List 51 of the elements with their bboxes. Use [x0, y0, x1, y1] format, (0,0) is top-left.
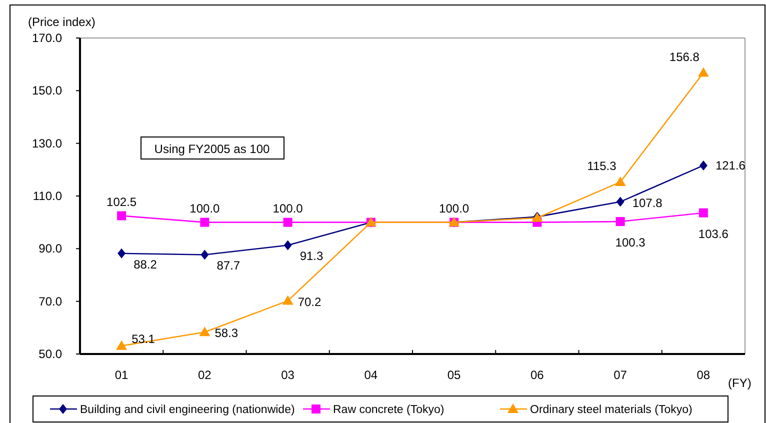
data-label: 100.3: [615, 236, 646, 250]
y-tick-label: 130.0: [32, 136, 62, 150]
point: [699, 160, 708, 170]
data-label: 121.6: [715, 158, 746, 172]
data-label: 87.7: [216, 258, 240, 273]
y-tick-label: 70.0: [38, 294, 62, 308]
point: [616, 196, 624, 207]
data-label: 91.3: [300, 249, 324, 264]
x-tick-label: 03: [281, 368, 295, 382]
point: [616, 217, 625, 226]
data-label: 100.0: [190, 201, 220, 216]
x-tick-label: 07: [614, 368, 628, 382]
point: [614, 176, 626, 186]
x-axis-title: (FY): [728, 376, 752, 390]
y-tick-label: 90.0: [38, 242, 62, 256]
legend-label: Building and civil engineering (nationwide): [80, 404, 295, 416]
x-tick-label: 05: [447, 368, 462, 382]
x-tick-label: 02: [198, 368, 212, 382]
point: [200, 218, 210, 227]
x-tick-label: 01: [114, 368, 129, 382]
point: [118, 248, 126, 258]
data-label: 100.0: [272, 201, 304, 216]
data-label: 58.3: [214, 326, 238, 340]
x-tick-label: 08: [696, 368, 710, 382]
legend-label: Ordinary steel materials (Tokyo): [530, 404, 692, 416]
point: [698, 208, 708, 218]
annotation: Using FY2005 as 100: [154, 142, 270, 156]
data-label: 107.8: [632, 196, 663, 210]
y-tick-label: 150.0: [32, 84, 62, 98]
data-label: 88.2: [134, 257, 158, 272]
data-label: 115.3: [587, 159, 617, 174]
y-tick-label: 50.0: [38, 347, 62, 361]
data-label: 70.2: [298, 294, 322, 309]
data-label: 102.5: [106, 194, 137, 209]
point: [116, 340, 128, 350]
data-label: 103.6: [698, 226, 729, 241]
y-tick-label: 170.0: [32, 31, 62, 45]
point: [199, 326, 210, 336]
data-label: 100.0: [439, 201, 470, 216]
point: [284, 240, 292, 250]
x-tick-label: 06: [530, 368, 544, 382]
point: [698, 67, 709, 77]
x-tick-label: 04: [364, 368, 378, 382]
point: [117, 211, 126, 220]
legend-label: Raw concrete (Tokyo): [333, 404, 444, 416]
point: [282, 295, 294, 305]
y-axis-title: (Price index): [28, 15, 96, 29]
point: [200, 250, 209, 260]
data-label: 156.8: [669, 50, 700, 64]
y-tick-label: 110.0: [32, 189, 62, 203]
point: [283, 218, 292, 227]
